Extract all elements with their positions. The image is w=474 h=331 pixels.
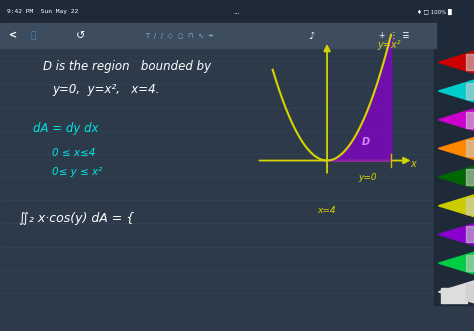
Polygon shape — [438, 51, 474, 73]
Polygon shape — [438, 109, 474, 131]
Text: x: x — [410, 159, 416, 169]
Bar — [441, 288, 467, 303]
Polygon shape — [438, 252, 474, 274]
Bar — [466, 140, 474, 157]
Bar — [0, 23, 436, 48]
Text: ⬜: ⬜ — [31, 31, 36, 40]
Polygon shape — [438, 223, 474, 245]
Polygon shape — [438, 281, 474, 303]
Bar — [466, 226, 474, 243]
Text: 0≤ y ≤ x²: 0≤ y ≤ x² — [52, 167, 102, 177]
Polygon shape — [438, 195, 474, 217]
Bar — [466, 255, 474, 271]
Text: y=x²: y=x² — [377, 40, 401, 50]
Text: ♪: ♪ — [308, 31, 314, 41]
Bar — [466, 83, 474, 99]
Text: D is the region   bounded by: D is the region bounded by — [43, 60, 211, 72]
Text: ∬₂ x·cos(y) dA = {: ∬₂ x·cos(y) dA = { — [19, 212, 134, 225]
Text: ↺: ↺ — [76, 31, 85, 41]
Text: 9:42 PM  Sun May 22: 9:42 PM Sun May 22 — [7, 9, 78, 14]
Text: +  ⋮  ☰: + ⋮ ☰ — [379, 31, 410, 40]
Bar — [466, 54, 474, 71]
Text: T  /  /  ◇  ○  ⊓  ∿  ✒: T / / ◇ ○ ⊓ ∿ ✒ — [146, 33, 215, 39]
Text: x=4: x=4 — [318, 207, 336, 215]
Polygon shape — [438, 166, 474, 188]
Text: <: < — [9, 31, 17, 41]
Bar — [466, 169, 474, 185]
Polygon shape — [438, 80, 474, 102]
Text: D: D — [362, 137, 370, 147]
Polygon shape — [438, 137, 474, 159]
Text: y=0: y=0 — [358, 173, 376, 182]
Bar — [434, 23, 474, 305]
Text: ...: ... — [234, 9, 240, 15]
Text: ♦ □ 100% ▉: ♦ □ 100% ▉ — [417, 9, 452, 15]
Text: y=0,  y=x²,   x=4.: y=0, y=x², x=4. — [52, 83, 160, 96]
Bar — [466, 112, 474, 128]
Text: dA = dy dx: dA = dy dx — [33, 122, 99, 135]
Bar — [466, 198, 474, 214]
Text: 0 ≤ x≤4: 0 ≤ x≤4 — [52, 148, 96, 158]
Bar — [466, 284, 474, 300]
Bar — [0, 0, 474, 23]
